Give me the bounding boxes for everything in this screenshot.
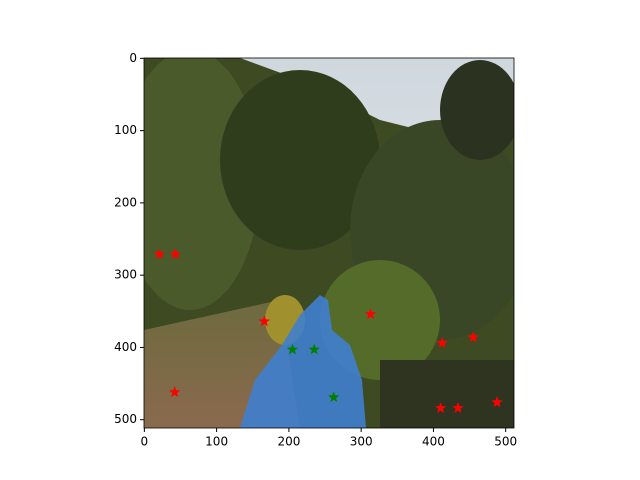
star-point	[434, 402, 447, 413]
x-tick-label: 500	[494, 435, 517, 449]
y-tick-label: 0	[129, 51, 137, 65]
y-tick-label: 100	[114, 123, 137, 137]
star-point	[286, 343, 299, 355]
x-tick-label: 0	[141, 435, 149, 449]
star-point	[328, 391, 340, 403]
photo	[144, 58, 514, 428]
y-tick-label: 300	[114, 268, 137, 282]
x-tick-label: 400	[422, 435, 445, 449]
axes-frame	[143, 57, 515, 429]
x-tick-label: 200	[277, 435, 300, 449]
star-point	[169, 248, 182, 260]
star-point	[436, 337, 448, 348]
x-tick-label: 300	[350, 435, 373, 449]
star-point	[153, 248, 166, 260]
y-tick-label: 500	[114, 412, 137, 426]
star-point	[258, 315, 270, 327]
y-tick-label: 200	[114, 195, 137, 209]
star-point	[308, 343, 320, 355]
star-point	[364, 308, 377, 319]
star-point	[491, 396, 503, 408]
star-point	[467, 331, 479, 343]
star-point	[452, 402, 464, 413]
star-point	[169, 386, 181, 398]
y-tick-label: 400	[114, 340, 137, 354]
x-tick-label: 100	[205, 435, 228, 449]
